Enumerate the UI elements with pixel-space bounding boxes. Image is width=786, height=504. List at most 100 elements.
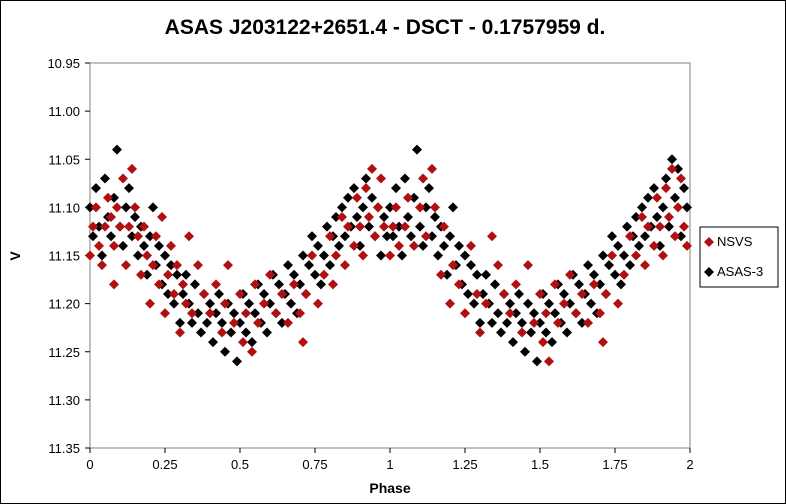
asas3-point — [196, 327, 206, 338]
y-tick-label: 11.35 — [48, 441, 80, 456]
nsvs-point — [340, 260, 350, 271]
asas3-point — [307, 231, 317, 242]
asas3-point — [187, 317, 197, 328]
asas3-point — [400, 173, 410, 184]
nsvs-point — [328, 279, 338, 290]
nsvs-point — [391, 202, 401, 213]
nsvs-point — [184, 231, 194, 242]
nsvs-point — [544, 356, 554, 367]
x-tick-label: 1.75 — [602, 457, 627, 472]
nsvs-point — [475, 327, 485, 338]
nsvs-point — [403, 192, 413, 203]
nsvs-point — [358, 250, 368, 261]
nsvs-point — [124, 221, 134, 232]
asas3-point — [313, 240, 323, 251]
nsvs-point — [175, 327, 185, 338]
nsvs-point — [145, 298, 155, 309]
asas3-point — [85, 202, 95, 213]
nsvs-point — [307, 250, 317, 261]
nsvs-point — [139, 221, 149, 232]
nsvs-point — [583, 317, 593, 328]
asas3-point — [220, 346, 230, 357]
asas3-point — [139, 240, 149, 251]
nsvs-point — [430, 202, 440, 213]
asas3-point — [544, 298, 554, 309]
asas3-point — [466, 260, 476, 271]
nsvs-point — [589, 279, 599, 290]
nsvs-point — [250, 279, 260, 290]
nsvs-point — [298, 337, 308, 348]
asas3-point — [283, 260, 293, 271]
y-tick-label: 11.10 — [48, 200, 80, 215]
asas3-point — [643, 192, 653, 203]
legend: NSVS ASAS-3 — [699, 226, 779, 288]
asas3-point — [532, 356, 542, 367]
asas3-point — [424, 183, 434, 194]
nsvs-point — [637, 212, 647, 222]
x-tick-label: 0 — [86, 457, 93, 472]
nsvs-point — [109, 240, 119, 251]
asas3-point — [358, 202, 368, 213]
asas3-point — [634, 240, 644, 251]
nsvs-point — [364, 212, 374, 222]
nsvs-point — [142, 250, 152, 261]
nsvs-point — [655, 221, 665, 232]
nsvs-point — [217, 327, 227, 338]
asas3-point — [529, 308, 539, 319]
asas3-point — [526, 327, 536, 338]
asas3-point — [295, 279, 305, 290]
asas3-point — [352, 212, 362, 222]
asas3-point — [127, 231, 137, 242]
nsvs-point — [283, 317, 293, 328]
nsvs-point — [505, 308, 515, 319]
nsvs-point — [238, 337, 248, 348]
nsvs-point — [115, 221, 125, 232]
nsvs-point — [565, 269, 575, 280]
x-tick-label: 2 — [686, 457, 693, 472]
asas3-point — [613, 240, 623, 251]
nsvs-point — [577, 289, 587, 299]
nsvs-point — [619, 269, 629, 280]
nsvs-point — [625, 231, 635, 242]
asas3-point — [679, 183, 689, 194]
asas3-point — [547, 337, 557, 348]
asas3-point — [340, 231, 350, 242]
nsvs-point — [367, 163, 377, 174]
asas3-point — [616, 279, 626, 290]
nsvs-point — [613, 298, 623, 309]
nsvs-point — [370, 231, 380, 242]
nsvs-point — [538, 337, 548, 348]
asas3-point — [343, 192, 353, 203]
asas3-point — [181, 269, 191, 280]
nsvs-point — [541, 308, 551, 319]
nsvs-point — [355, 221, 365, 232]
asas3-point — [172, 269, 182, 280]
nsvs-point — [679, 221, 689, 232]
asas3-point — [595, 279, 605, 290]
asas3-point — [460, 250, 470, 261]
asas3-point — [382, 231, 392, 242]
nsvs-point — [88, 221, 98, 232]
x-tick-label: 1.25 — [452, 457, 477, 472]
nsvs-point — [472, 289, 482, 299]
nsvs-point — [400, 221, 410, 232]
asas3-point — [550, 308, 560, 319]
asas3-point — [397, 250, 407, 261]
y-tick-label: 11.30 — [48, 393, 80, 408]
nsvs-point — [313, 298, 323, 309]
asas3-point — [673, 163, 683, 174]
asas3-point — [448, 202, 458, 213]
asas3-point — [274, 279, 284, 290]
asas3-point — [607, 231, 617, 242]
asas3-point — [232, 356, 242, 367]
asas3-point — [163, 289, 173, 299]
asas3-point — [244, 298, 254, 309]
nsvs-point — [352, 192, 362, 203]
asas3-point — [403, 212, 413, 222]
nsvs-point — [640, 260, 650, 271]
asas3-point — [394, 221, 404, 232]
nsvs-point — [319, 269, 329, 280]
nsvs-point — [94, 240, 104, 251]
asas3-point — [118, 240, 128, 251]
